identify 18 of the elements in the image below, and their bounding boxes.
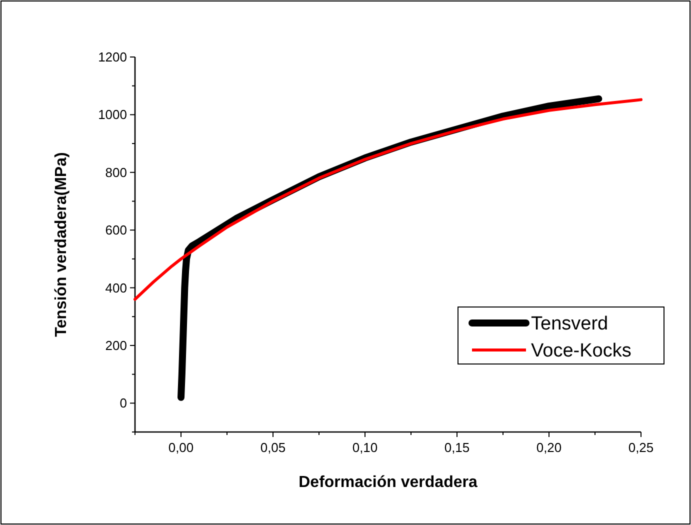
y-tick-label: 0 xyxy=(120,396,127,411)
y-tick-label: 400 xyxy=(105,280,127,296)
y-tick-label: 1200 xyxy=(98,50,127,65)
x-tick-label: 0,10 xyxy=(352,440,378,455)
x-tick-label: 0,00 xyxy=(168,440,194,455)
y-tick-label: 600 xyxy=(105,222,127,238)
legend-label: Voce-Kocks xyxy=(531,340,632,362)
line-series xyxy=(134,98,642,301)
y-tick-label: 1000 xyxy=(98,107,127,122)
y-axis-title: Tensión verdadera(MPa) xyxy=(53,152,70,337)
y-tick-label: 200 xyxy=(105,338,127,354)
x-tick-label: 0,20 xyxy=(536,440,562,455)
legend-label: Tensverd xyxy=(531,314,608,335)
x-tick-label: 0,05 xyxy=(260,440,286,455)
x-tick-label: 0,25 xyxy=(628,440,654,455)
y-tick-label: 800 xyxy=(105,164,127,180)
x-axis-title: Deformación verdadera xyxy=(298,474,478,491)
x-tick-label: 0,15 xyxy=(444,440,470,455)
